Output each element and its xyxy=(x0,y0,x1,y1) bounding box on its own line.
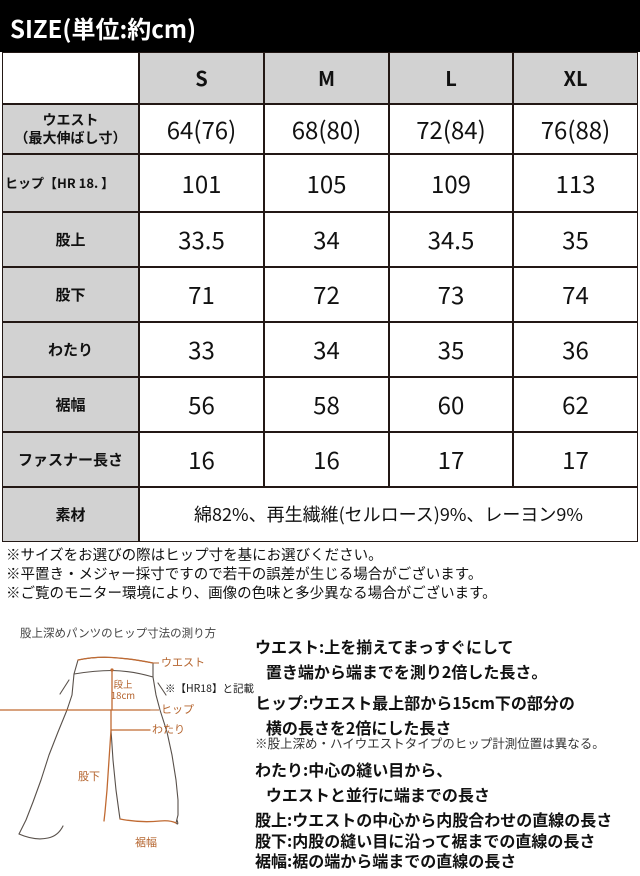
svg-text:股下: 股下 xyxy=(78,768,100,784)
svg-text:わたり: わたり xyxy=(152,721,185,737)
svg-text:裾幅: 裾幅 xyxy=(135,834,157,850)
svg-text:18cm: 18cm xyxy=(111,688,135,702)
svg-text:ヒップ: ヒップ xyxy=(161,701,194,717)
svg-text:ウエスト: ウエスト xyxy=(161,654,205,670)
svg-text:※【HR18】と記載: ※【HR18】と記載 xyxy=(165,681,254,696)
